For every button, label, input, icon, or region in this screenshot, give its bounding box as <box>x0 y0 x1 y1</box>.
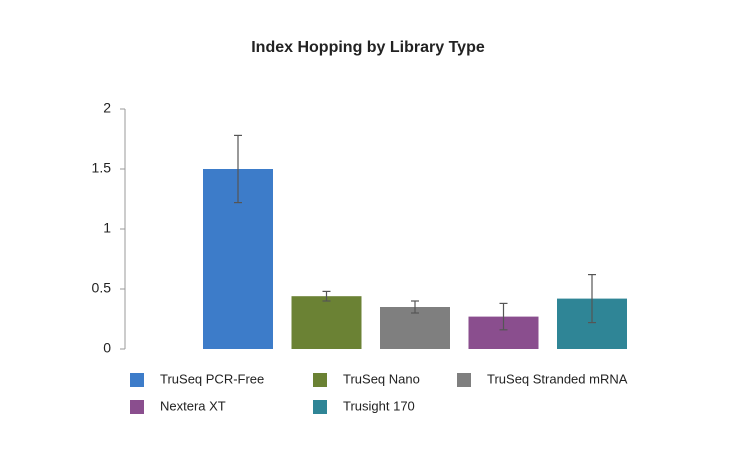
legend-label: TruSeq Nano <box>343 371 420 386</box>
legend-swatch <box>313 373 327 387</box>
y-tick-label: 0 <box>103 340 111 356</box>
legend-label: Trusight 170 <box>343 398 415 413</box>
legend-label: TruSeq PCR-Free <box>160 371 264 386</box>
y-tick-label: 0.5 <box>92 280 112 296</box>
legend-swatch <box>313 400 327 414</box>
legend-label: TruSeq Stranded mRNA <box>487 371 628 386</box>
legend-swatch <box>130 400 144 414</box>
legend-swatch <box>130 373 144 387</box>
bar <box>291 296 362 349</box>
y-tick-label: 1.5 <box>92 160 112 176</box>
bar <box>380 307 450 349</box>
chart-title: Index Hopping by Library Type <box>251 39 485 56</box>
y-tick-label: 2 <box>103 100 111 116</box>
y-tick-label: 1 <box>103 220 111 236</box>
legend-swatch <box>457 373 471 387</box>
legend-label: Nextera XT <box>160 398 226 413</box>
